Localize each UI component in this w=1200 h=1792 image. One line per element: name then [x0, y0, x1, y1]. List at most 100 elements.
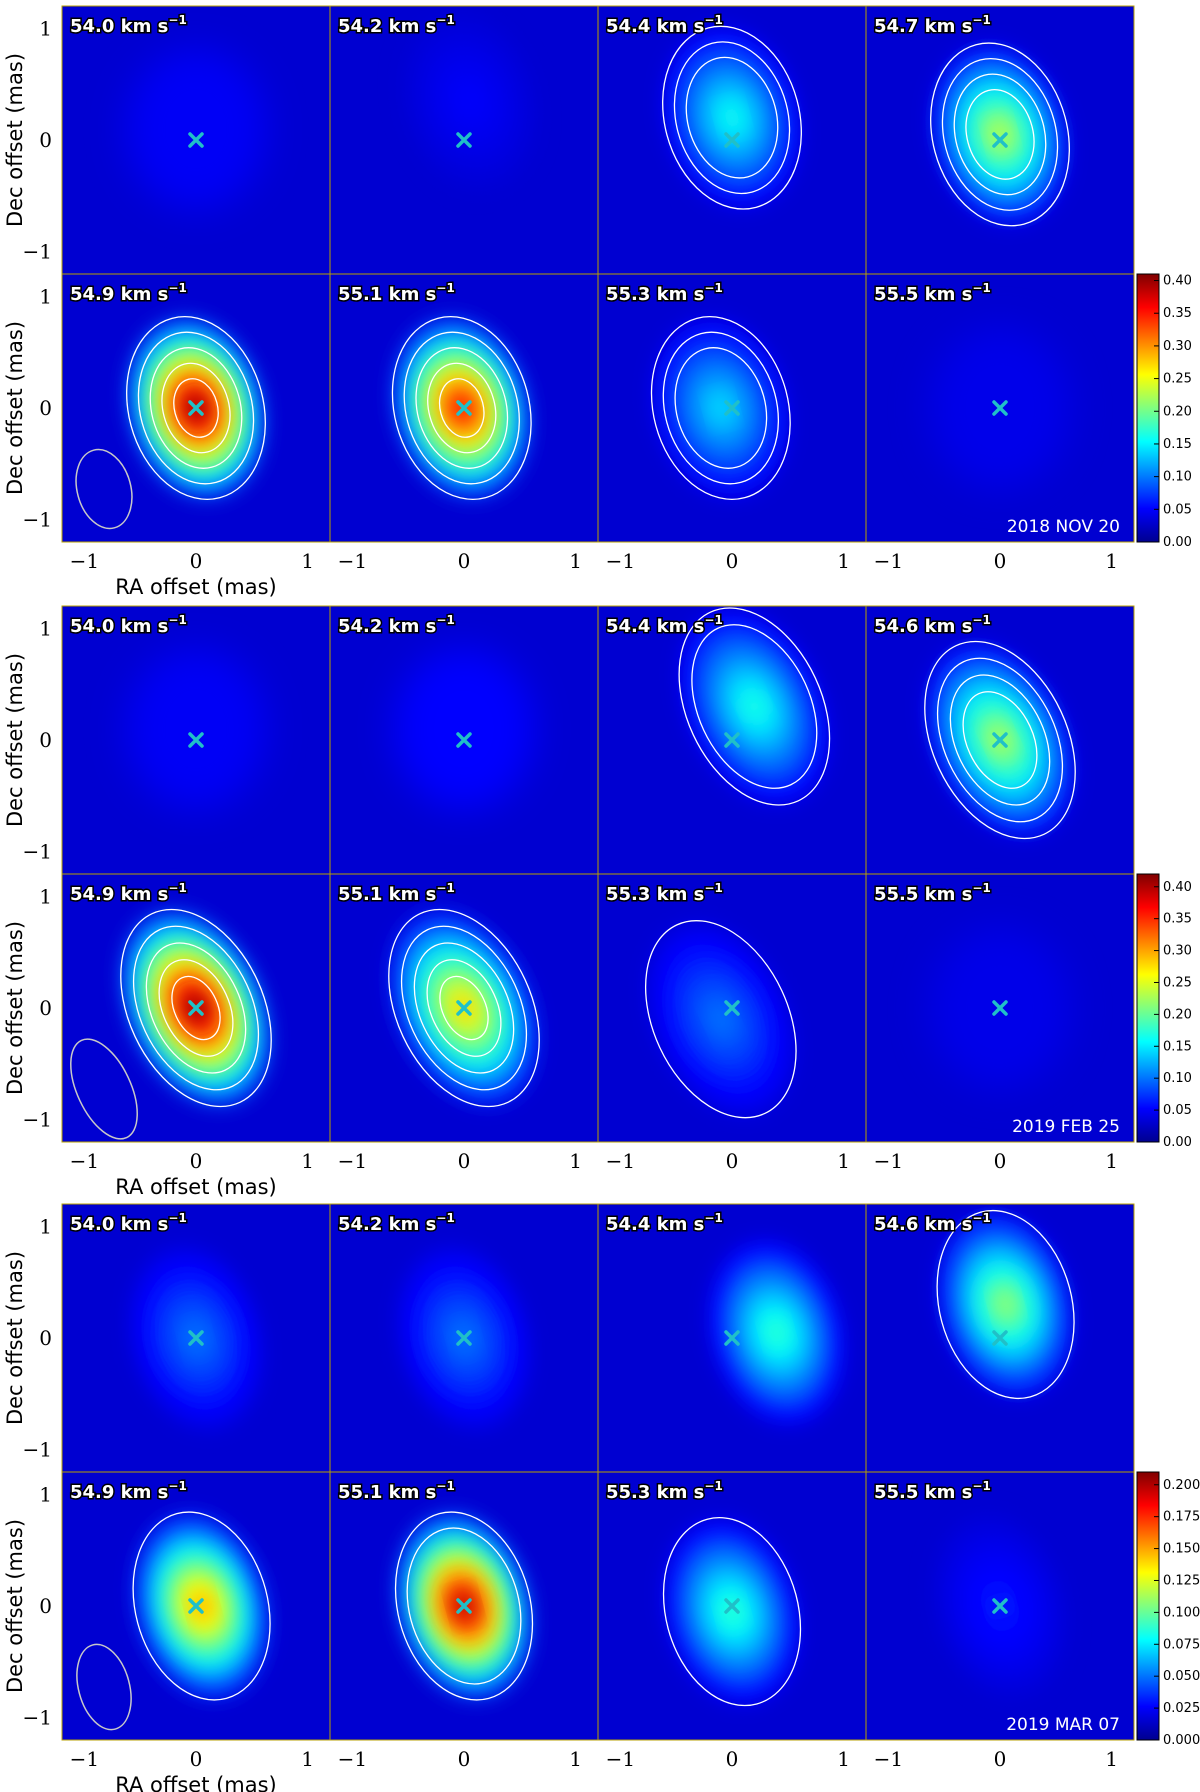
emission-blob [722, 104, 742, 131]
emission-layer [401, 11, 538, 191]
emission-layer [126, 648, 266, 809]
velocity-unit-exponent: −1 [436, 1211, 454, 1225]
y-tick-label: 0 [39, 996, 52, 1020]
x-tick-label: 0 [458, 549, 471, 573]
colorbar-tick-label: 0.25 [1163, 372, 1192, 387]
velocity-unit-exponent: −1 [972, 613, 990, 627]
velocity-unit-exponent: −1 [168, 281, 186, 295]
velocity-unit-exponent: −1 [972, 881, 990, 895]
velocity-unit-exponent: −1 [168, 613, 186, 627]
reference-cross [456, 1000, 472, 1016]
reference-cross [456, 400, 472, 416]
x-tick-label: 1 [569, 549, 582, 573]
x-tick-label: −1 [606, 549, 635, 573]
channel-panel: 55.5 km s−1 2019 FEB 25 [865, 873, 1135, 1143]
reference-cross [992, 1000, 1008, 1016]
velocity-unit-exponent: −1 [704, 281, 722, 295]
x-tick-label: 1 [569, 1149, 582, 1173]
velocity-unit-exponent: −1 [704, 881, 722, 895]
y-tick-label: −1 [23, 1108, 52, 1132]
colorbar-tick-label: 0.20 [1163, 1007, 1192, 1022]
colorbar [1136, 1471, 1160, 1741]
reference-cross [724, 132, 740, 148]
channel-panel: 54.4 km s−1 [597, 1203, 867, 1473]
emission-layer [126, 48, 266, 209]
velocity-label: 55.3 km s−1 [606, 881, 723, 905]
reference-cross [992, 132, 1008, 148]
contour-line [132, 1511, 271, 1701]
reference-cross [724, 732, 740, 748]
contour-line [930, 42, 1070, 227]
reference-cross [456, 132, 472, 148]
contour-line [137, 331, 255, 485]
contour-line [400, 925, 528, 1091]
x-tick-label: 1 [1105, 1747, 1118, 1771]
contour-line [965, 89, 1035, 180]
channel-panel: 55.5 km s−1 2019 MAR 07 [865, 1471, 1135, 1741]
contour-line [161, 362, 231, 454]
contour-line [936, 1209, 1075, 1400]
velocity-label: 54.6 km s−1 [874, 1211, 991, 1235]
contour-line [685, 56, 779, 179]
contour-line [394, 1511, 534, 1701]
contour-line [936, 657, 1064, 823]
colorbar-tick-label: 0.200 [1163, 1478, 1200, 1493]
channel-panel: 54.2 km s−1 [329, 1203, 599, 1473]
contour-line [173, 378, 219, 438]
x-tick-label: 1 [837, 1747, 850, 1771]
reference-cross [724, 1330, 740, 1346]
velocity-unit-exponent: −1 [436, 1479, 454, 1493]
contour-line [674, 347, 768, 469]
colorbar-tick-label: 0.10 [1163, 1071, 1192, 1086]
contour-line [413, 942, 515, 1074]
velocity-label: 54.2 km s−1 [338, 13, 455, 37]
colorbar [1136, 873, 1160, 1143]
reference-cross [188, 1330, 204, 1346]
velocity-label: 55.1 km s−1 [338, 1479, 455, 1503]
y-tick-label: 0 [39, 396, 52, 420]
beam-ellipse [75, 448, 133, 530]
contour-line [678, 607, 831, 806]
y-tick-label: 0 [39, 1594, 52, 1618]
x-tick-label: 1 [569, 1747, 582, 1771]
emission-layer [644, 920, 797, 1119]
channel-panel: 55.1 km s−1 [329, 873, 599, 1143]
contour-line [120, 908, 272, 1108]
panel-border [865, 273, 1135, 543]
y-tick-label: 0 [39, 728, 52, 752]
velocity-unit-exponent: −1 [168, 13, 186, 27]
velocity-label: 54.0 km s−1 [70, 1211, 187, 1235]
emission-layer [662, 1516, 802, 1707]
velocity-label: 54.6 km s−1 [874, 613, 991, 637]
colorbar-tick-label: 0.35 [1163, 912, 1192, 927]
colorbar-tick-label: 0.00 [1163, 535, 1192, 550]
channel-panel: 54.9 km s−1 [61, 873, 331, 1143]
reference-cross [188, 1000, 204, 1016]
colorbar-tick-label: 0.10 [1163, 470, 1192, 485]
velocity-label: 54.9 km s−1 [70, 281, 187, 305]
contour-line [403, 331, 520, 485]
y-tick-label: 1 [39, 884, 52, 908]
velocity-unit-exponent: −1 [704, 613, 722, 627]
reference-cross [188, 132, 204, 148]
epoch-block: 54.0 km s−1 54.2 km s−1 54.4 km s−1 54.6 km… [3, 1203, 1200, 1792]
reference-cross [724, 1000, 740, 1016]
channel-panel: 54.2 km s−1 [329, 5, 599, 275]
x-tick-label: −1 [874, 1747, 903, 1771]
colorbar [1136, 273, 1160, 543]
velocity-unit-exponent: −1 [704, 13, 722, 27]
contour-line [438, 378, 485, 438]
x-tick-label: 0 [994, 1747, 1007, 1771]
colorbar-tick-label: 0.20 [1163, 404, 1192, 419]
contour-line [149, 347, 243, 469]
reference-cross [188, 400, 204, 416]
contour-line [158, 959, 234, 1057]
reference-cross [188, 1598, 204, 1614]
epoch-date-label: 2019 MAR 07 [1006, 1715, 1120, 1735]
velocity-label: 54.4 km s−1 [606, 613, 723, 637]
reference-cross [724, 400, 740, 416]
y-tick-label: 1 [39, 1214, 52, 1238]
channel-panel: 55.3 km s−1 [597, 1471, 867, 1741]
y-axis-label: Dec offset (mas) [3, 921, 27, 1095]
faint-emission [126, 48, 266, 209]
